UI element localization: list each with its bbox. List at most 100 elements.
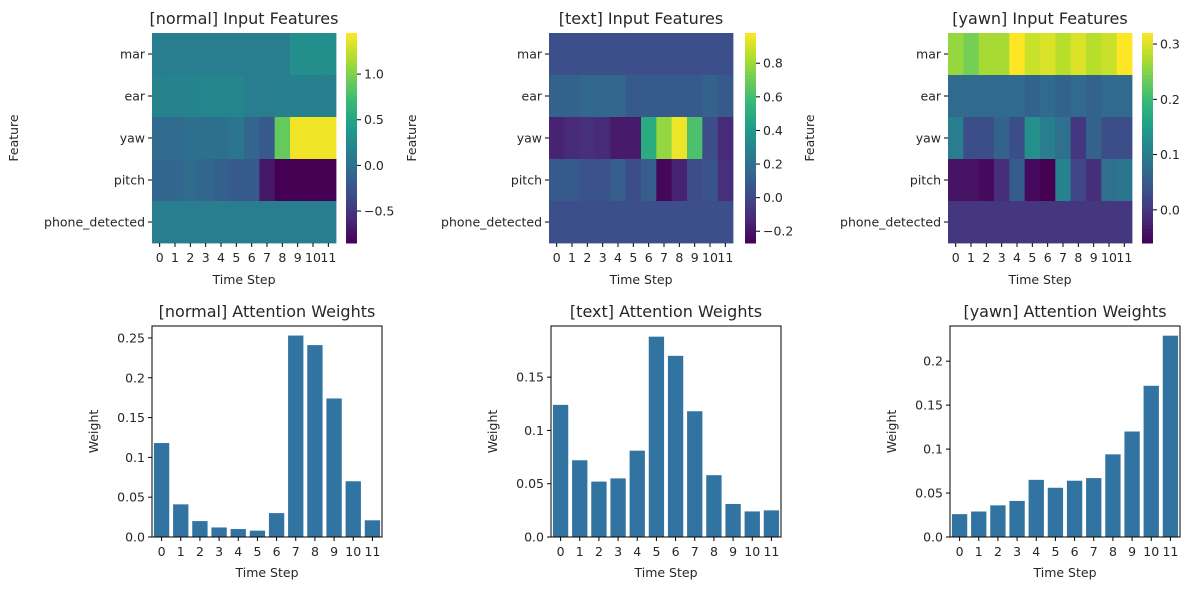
colorbar-segment (1142, 229, 1153, 233)
bar (288, 335, 304, 537)
y-tick-label: phone_detected (840, 215, 941, 230)
bar (706, 475, 722, 537)
colorbar-segment (346, 110, 357, 114)
heatmap-cell (625, 201, 642, 244)
colorbar-segment (346, 211, 357, 216)
colorbar-segment (346, 36, 357, 41)
x-tick-label: 7 (1090, 544, 1098, 559)
heatmap-cell (274, 201, 291, 244)
colorbar-segment (346, 89, 357, 93)
colorbar-segment (745, 134, 756, 139)
x-tick-label: 11 (1162, 544, 1178, 559)
colorbar-segment (745, 169, 756, 174)
x-tick-label: 1 (568, 250, 576, 265)
heatmap-cell (152, 117, 168, 160)
colorbar-segment (1142, 85, 1153, 90)
heatmap-cell (1040, 117, 1056, 160)
heatmap-cell (290, 117, 306, 160)
colorbar-segment (745, 152, 756, 156)
bar (648, 336, 665, 537)
colorbar-tick-label: 0.0 (1160, 202, 1180, 217)
heatmap-cell (702, 75, 719, 118)
heatmap-cell (1070, 159, 1087, 202)
heatmap-cell (656, 159, 673, 202)
heatmap-cell (198, 201, 214, 244)
bar (364, 520, 381, 537)
heatmap-cell (182, 159, 199, 202)
colorbar-segment (346, 57, 357, 62)
y-tick-label: 0.1 (923, 442, 943, 457)
heatmap-cell (948, 117, 964, 160)
colorbar-tick-label: 0.6 (763, 89, 783, 104)
colorbar-segment (745, 183, 756, 188)
heatmap-cell (1009, 117, 1026, 160)
colorbar-segment (346, 180, 357, 184)
x-tick-label: 4 (217, 250, 225, 265)
colorbar-tick-label: 0.2 (763, 157, 783, 172)
x-tick-label: 5 (253, 544, 261, 559)
colorbar-segment (745, 236, 756, 240)
bar (725, 503, 741, 537)
y-tick-label: pitch (511, 173, 542, 188)
heatmap-cell (671, 201, 688, 244)
heatmap-cell (1070, 75, 1087, 118)
x-tick-label: 3 (599, 250, 607, 265)
x-tick-label: 2 (595, 544, 603, 559)
colorbar-segment (346, 40, 357, 44)
x-tick-label: 11 (364, 544, 380, 559)
heatmap-cell (595, 33, 611, 76)
y-tick-label: ear (921, 89, 942, 104)
x-tick-label: 10 (305, 250, 321, 265)
colorbar-segment (346, 96, 357, 100)
colorbar-segment (346, 183, 357, 188)
colorbar-tick-label: 0.0 (763, 190, 783, 205)
colorbar-segment (1142, 120, 1153, 125)
colorbar-segment (745, 61, 756, 65)
heatmap-cell (305, 201, 322, 244)
colorbar-segment (1142, 162, 1153, 167)
heatmap-cell (1009, 75, 1026, 118)
heatmap-cell (1055, 75, 1072, 118)
x-tick-label: 6 (273, 544, 281, 559)
colorbar-tick-label: 0.8 (763, 56, 783, 71)
colorbar-segment (745, 71, 756, 76)
colorbar-segment (1142, 215, 1153, 219)
colorbar-segment (1142, 33, 1153, 37)
colorbar-segment (346, 47, 357, 51)
heatmap-cell (244, 201, 260, 244)
bar (1162, 335, 1179, 537)
heatmap-cell (1116, 75, 1133, 118)
bar (1086, 478, 1102, 537)
bar (230, 529, 246, 537)
y-tick-label: 0.15 (915, 398, 943, 413)
colorbar-segment (346, 54, 357, 58)
y-tick-label: 0.1 (125, 450, 145, 465)
heatmap-cell (702, 159, 719, 202)
x-axis-label: Time Step (1007, 272, 1071, 287)
colorbar-segment (1142, 82, 1153, 86)
colorbar-segment (346, 201, 357, 205)
heatmap-cell (641, 159, 657, 202)
x-tick-label: 3 (202, 250, 210, 265)
x-tick-label: 2 (583, 250, 591, 265)
axes-frame (151, 325, 383, 538)
x-tick-label: 9 (330, 544, 338, 559)
colorbar-segment (346, 117, 357, 121)
colorbar-segment (1142, 169, 1153, 174)
y-tick-label: mar (517, 47, 543, 62)
heatmap-cell (564, 117, 581, 160)
colorbar-segment (1142, 99, 1153, 104)
colorbar-segment (346, 134, 357, 139)
colorbar-segment (346, 78, 357, 83)
colorbar-segment (745, 201, 756, 205)
heatmap-cell (948, 75, 964, 118)
y-tick-label: 0.2 (923, 354, 943, 369)
colorbar-segment (1142, 239, 1153, 244)
x-axis-label: Time Step (211, 272, 275, 287)
colorbar-segment (745, 197, 756, 202)
colorbar-segment (745, 194, 756, 198)
colorbar-segment (346, 197, 357, 202)
colorbar-tick-label: −0.5 (364, 204, 394, 219)
colorbar-segment (1142, 190, 1153, 195)
colorbar-segment (745, 208, 756, 212)
